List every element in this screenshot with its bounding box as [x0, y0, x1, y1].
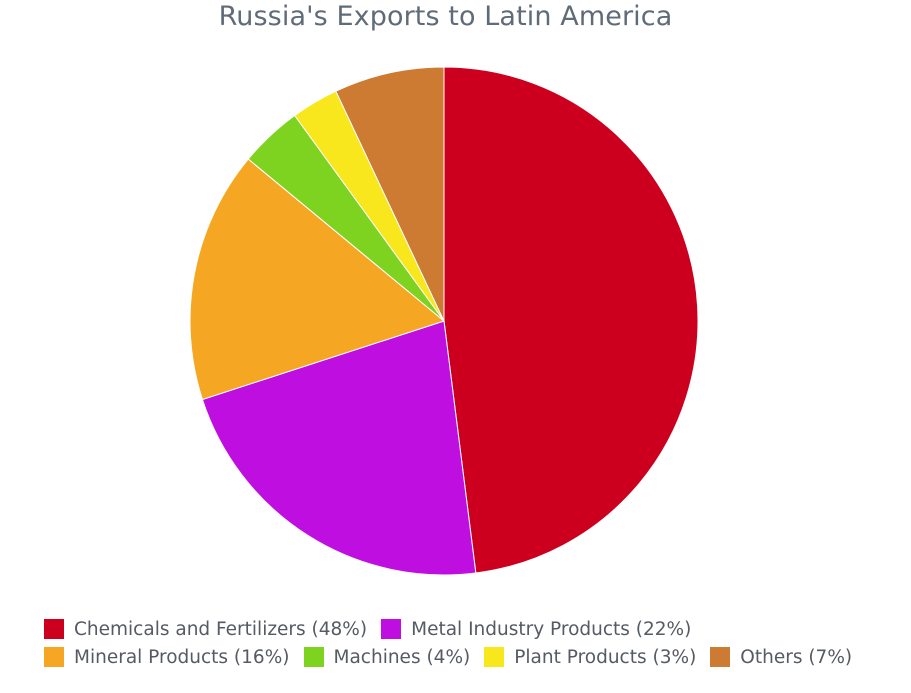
- legend-swatch: [710, 647, 731, 667]
- legend-swatch: [44, 647, 64, 667]
- legend-label: Chemicals and Fertilizers (48%): [74, 618, 368, 640]
- legend-label: Metal Industry Products (22%): [411, 618, 692, 640]
- legend-item-mineral[interactable]: Mineral Products (16%): [44, 647, 290, 668]
- pie-slice-others[interactable]: [335, 66, 445, 322]
- chart-title: Russia's Exports to Latin America: [218, 1, 673, 32]
- pie-slice-chemicals[interactable]: [443, 66, 699, 574]
- pie-slice-metal-industry[interactable]: [201, 320, 477, 576]
- legend-item-metal-industry[interactable]: Metal Industry Products (22%): [381, 619, 691, 640]
- legend-label: Plant Products (3%): [514, 646, 697, 668]
- legend-label: Mineral Products (16%): [74, 646, 290, 668]
- legend-swatch: [44, 619, 64, 639]
- legend-row-2: Mineral Products (16%) Machines (4%) Pla…: [44, 643, 874, 671]
- legend: Chemicals and Fertilizers (48%) Metal In…: [44, 615, 874, 671]
- legend-swatch: [381, 619, 402, 639]
- legend-label: Machines (4%): [333, 646, 471, 668]
- legend-item-plant[interactable]: Plant Products (3%): [484, 647, 696, 668]
- legend-item-chemicals[interactable]: Chemicals and Fertilizers (48%): [44, 619, 367, 640]
- legend-row-1: Chemicals and Fertilizers (48%) Metal In…: [44, 615, 874, 643]
- legend-label: Others (7%): [740, 646, 853, 668]
- legend-swatch: [484, 647, 505, 667]
- legend-item-machines[interactable]: Machines (4%): [303, 646, 471, 668]
- legend-swatch: [303, 647, 324, 667]
- legend-item-others[interactable]: Others (7%): [710, 647, 852, 668]
- pie-chart: [189, 66, 699, 576]
- pie-slice-mineral[interactable]: [189, 158, 446, 401]
